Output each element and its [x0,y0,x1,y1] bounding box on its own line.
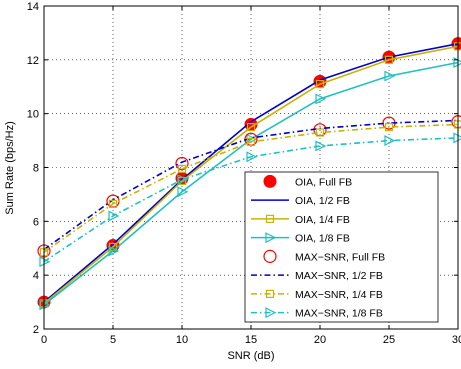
legend-label: MAX−SNR, 1/4 FB [295,289,383,301]
data-point [384,135,396,147]
data-point [384,123,394,132]
data-point [313,74,327,88]
data-point [315,140,327,152]
data-point [246,151,258,163]
x-tick-label: 10 [176,334,188,346]
series-layer [37,37,461,311]
legend-swatch-marker [265,289,275,298]
legend-entry: OIA, Full FB [263,174,352,188]
y-tick-label: 12 [27,55,39,67]
y-tick-label: 6 [33,216,39,228]
x-tick-label: 0 [41,334,47,346]
data-point [246,123,256,132]
legend-entry: OIA, 1/2 FB [251,195,350,207]
data-point [108,199,118,208]
legend-entry: MAX−SNR, 1/8 FB [251,307,383,320]
data-point [384,70,396,82]
y-tick-label: 2 [33,324,39,336]
y-tick-label: 8 [33,163,39,175]
legend-swatch-marker [263,174,277,188]
data-point [175,156,189,171]
data-point [108,245,120,257]
x-tick-label: 30 [452,334,461,346]
data-point [108,210,120,222]
legend-label: OIA, 1/4 FB [295,214,350,226]
x-tick-label: 20 [314,334,326,346]
legend-swatch-marker [265,307,277,319]
legend-entry: MAX−SNR, 1/4 FB [251,289,383,301]
legend-entry: MAX−SNR, 1/2 FB [251,270,383,282]
legend-swatch-marker [263,249,277,263]
legend-swatch-marker [265,232,277,244]
data-point [315,93,327,105]
legend-label: OIA, 1/8 FB [295,233,350,245]
legend-entry: MAX−SNR, Full FB [263,249,385,263]
legend-box [244,171,439,323]
y-axis-label: Sum Rate (bps/Hz) [4,121,16,215]
x-tick-label: 5 [110,334,116,346]
data-point [315,128,325,137]
x-axis-label: SNR (dB) [227,350,274,362]
series-line [43,123,459,253]
data-point [246,137,256,147]
series-line [43,45,459,305]
legend-label: MAX−SNR, 1/8 FB [295,308,383,320]
x-tick-label: 25 [383,334,395,346]
y-tick-label: 4 [33,270,39,282]
x-tick-label: 15 [245,334,257,346]
series-line [43,61,459,306]
legend-entry: OIA, 1/4 FB [251,214,350,226]
data-point [384,55,394,64]
legend-label: MAX−SNR, Full FB [295,251,385,263]
legend-label: OIA, 1/2 FB [295,195,350,207]
y-tick-label: 10 [27,109,39,121]
data-point [177,186,189,198]
series-2 [43,42,459,303]
data-point [451,115,461,129]
y-tick-label: 14 [27,1,39,13]
legend-label: OIA, Full FB [295,176,352,188]
data-point [315,79,325,89]
legend-swatch-marker [265,214,275,223]
legend: OIA, Full FB OIA, 1/2 FB OIA, 1/4 FB OIA, 1… [244,171,439,323]
series-line [43,42,459,303]
legend-entry: OIA, 1/8 FB [251,232,350,245]
series-line [43,137,459,263]
data-point [177,174,189,186]
data-point [177,164,187,173]
legend-label: MAX−SNR, 1/2 FB [295,270,383,282]
ticks: 0 5 10 15 20 25 30 2 4 6 8 10 12 14 [27,1,461,346]
